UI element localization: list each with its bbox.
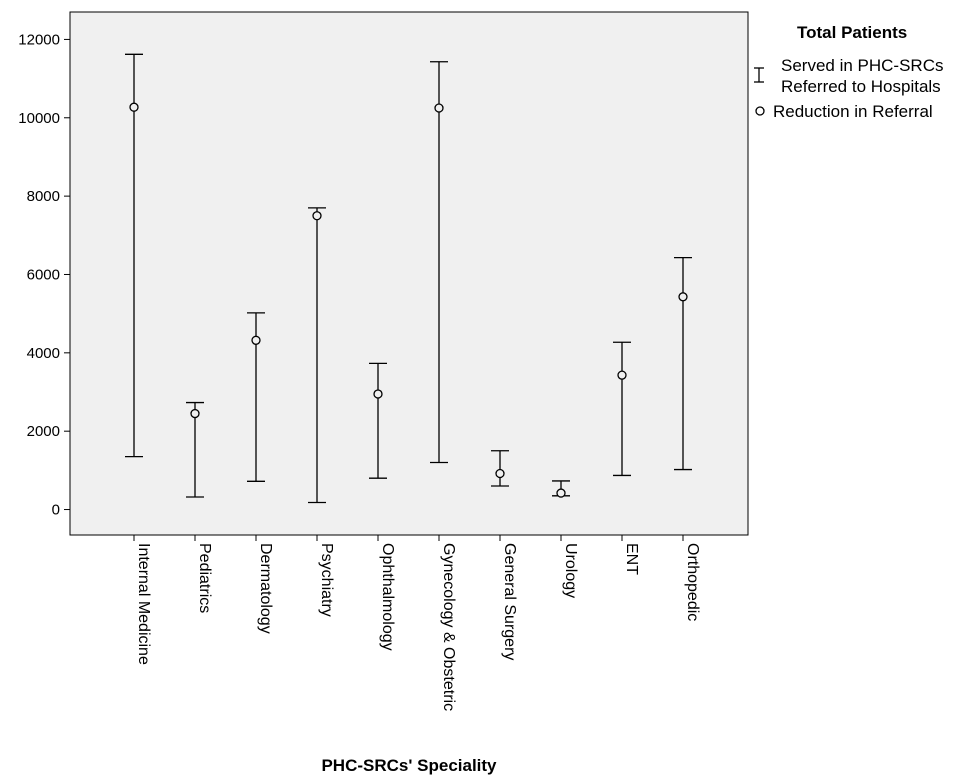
x-tick-label: Urology xyxy=(562,543,579,598)
error-bar xyxy=(186,401,204,498)
x-tick-label: ENT xyxy=(623,543,640,575)
y-tick-label: 8000 xyxy=(27,188,60,205)
y-tick-label: 0 xyxy=(52,502,60,519)
data-point xyxy=(129,102,139,112)
y-axis: 0 2000 4000 6000 8000 10000 12000 xyxy=(18,31,70,519)
data-point xyxy=(190,408,200,419)
data-point xyxy=(312,211,322,221)
data-point xyxy=(678,292,688,302)
x-axis: Internal Medicine Pediatrics Dermatology Ps… xyxy=(133,535,701,711)
y-tick-label: 6000 xyxy=(27,266,60,283)
data-point xyxy=(556,488,566,498)
x-tick-label: Pediatrics xyxy=(196,543,213,613)
data-point xyxy=(251,335,261,345)
x-tick-label: Orthopedic xyxy=(684,543,701,621)
y-tick-label: 2000 xyxy=(27,423,60,440)
error-bar xyxy=(613,341,631,477)
data-point xyxy=(434,103,444,113)
x-tick-label: Dermatology xyxy=(257,543,274,634)
legend-entry-range-line1: Served in PHC-SRCs xyxy=(781,56,944,75)
error-bar xyxy=(491,450,509,487)
y-tick-label: 4000 xyxy=(27,345,60,362)
x-tick-label: Gynecology & Obstetric xyxy=(440,543,457,711)
x-tick-label: General Surgery xyxy=(501,543,518,660)
legend-point-icon xyxy=(755,106,765,116)
x-axis-title: PHC-SRCs' Speciality xyxy=(321,756,497,775)
data-point xyxy=(617,370,627,380)
y-tick-label: 10000 xyxy=(18,110,60,127)
data-point xyxy=(373,389,383,399)
legend-entry-point: Reduction in Referral xyxy=(773,102,933,121)
error-bar xyxy=(125,53,143,458)
error-bar xyxy=(308,207,326,504)
y-tick-label: 12000 xyxy=(18,31,60,48)
chart-marks xyxy=(125,53,692,504)
legend-title: Total Patients xyxy=(797,23,907,42)
x-tick-label: Psychiatry xyxy=(318,543,335,617)
legend-range-icon xyxy=(754,67,764,83)
data-point xyxy=(495,468,505,479)
legend-entry-range-line2: Referred to Hospitals xyxy=(781,77,941,96)
error-bar xyxy=(369,362,387,479)
error-bar xyxy=(430,61,448,464)
x-tick-label: Ophthalmology xyxy=(379,543,396,651)
plot-area xyxy=(69,11,749,536)
x-tick-label: Internal Medicine xyxy=(135,543,152,665)
legend: Total Patients Served in PHC-SRCs Referr… xyxy=(754,23,944,121)
